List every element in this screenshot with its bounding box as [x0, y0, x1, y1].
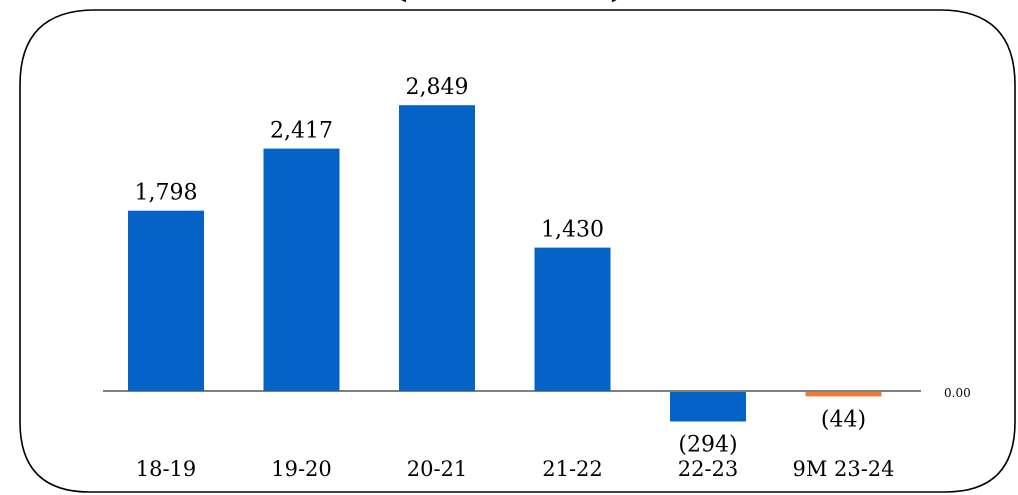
- data-label-19-20: 2,417: [270, 119, 333, 144]
- bar-9m-23-24: [805, 392, 882, 397]
- data-label-18-19: 1,798: [135, 181, 198, 206]
- data-label-22-23: (294): [678, 433, 737, 458]
- category-label-19-20: 19-20: [271, 457, 332, 481]
- bar-21-22: [534, 247, 611, 391]
- data-label-9m-23-24: (44): [821, 407, 866, 432]
- data-labels-layer: 1,798 2,417 2,849 1,430 (294) (44): [135, 75, 867, 457]
- category-label-18-19: 18-19: [136, 457, 197, 481]
- category-labels-layer: 18-19 19-20 20-21 21-22 22-23 9M 23-24: [136, 457, 895, 481]
- bars-layer: [128, 105, 882, 422]
- category-label-20-21: 20-21: [407, 457, 468, 481]
- chart-frame: [19, 9, 1016, 493]
- category-label-9m-23-24: 9M 23-24: [792, 457, 894, 481]
- data-label-21-22: 1,430: [541, 218, 604, 243]
- chart-title: (… … … …): [389, 0, 629, 6]
- category-label-22-23: 22-23: [678, 457, 739, 481]
- zero-value-label: 0.00: [944, 386, 971, 400]
- bar-18-19: [128, 210, 204, 391]
- bar-19-20: [263, 148, 340, 391]
- data-label-20-21: 2,849: [406, 75, 469, 100]
- bar-22-23: [670, 392, 746, 422]
- bar-20-21: [399, 105, 475, 391]
- category-label-21-22: 21-22: [542, 457, 603, 481]
